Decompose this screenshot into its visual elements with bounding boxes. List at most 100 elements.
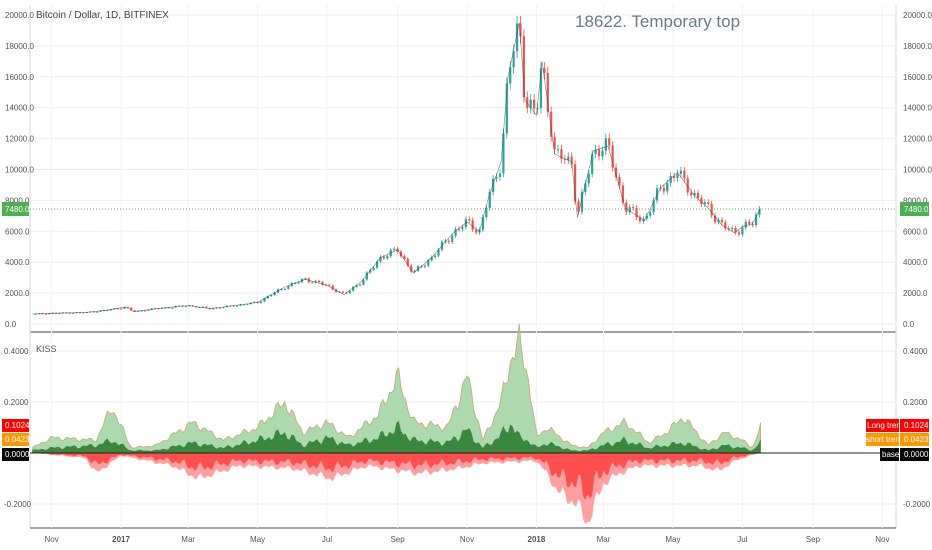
candle-body xyxy=(266,296,269,299)
candle-body xyxy=(205,306,208,308)
candle-body xyxy=(253,301,256,303)
price-line xyxy=(32,22,761,315)
candle-body xyxy=(734,228,737,233)
candle-body xyxy=(157,308,160,310)
candle-body xyxy=(167,307,170,309)
candle-body xyxy=(505,83,508,134)
right-long-trend-value: 0.1024 xyxy=(904,421,929,430)
candle-body xyxy=(471,220,474,230)
candle-body xyxy=(283,288,287,290)
candle-body xyxy=(614,167,618,178)
candle-body xyxy=(430,257,433,261)
x-tick-label: Sep xyxy=(390,535,405,544)
candle-body xyxy=(116,308,119,310)
candle-body xyxy=(82,312,85,314)
candle-body xyxy=(96,311,99,313)
candle-body xyxy=(99,310,102,312)
base-area-dark xyxy=(32,453,761,500)
candle-body xyxy=(434,255,437,258)
candle-body xyxy=(625,202,628,213)
candle-body xyxy=(707,202,710,204)
candle-body xyxy=(529,99,532,109)
x-tick-label: 2017 xyxy=(112,535,130,544)
price-tick-label-left: 10000.0 xyxy=(5,166,34,175)
price-tick-label-left: 16000.0 xyxy=(5,73,34,82)
candle-body xyxy=(492,178,495,193)
candle-body xyxy=(649,212,652,216)
candle-body xyxy=(526,97,529,109)
candle-body xyxy=(222,307,225,309)
price-tick-label-right: 8000.0 xyxy=(903,196,928,205)
kiss-tick-label-right: 0.2000 xyxy=(903,398,928,407)
candle-body xyxy=(140,310,143,312)
right-price-marker-text: 7480.0 xyxy=(904,205,929,214)
candle-body xyxy=(696,192,700,198)
candle-body xyxy=(160,308,164,310)
left-long-value-label: 0.1024 xyxy=(2,419,30,432)
candle-body xyxy=(570,156,573,165)
candle-body xyxy=(724,222,727,229)
candle-body xyxy=(669,176,672,184)
price-tick-label-right: 14000.0 xyxy=(903,104,932,113)
candle-body xyxy=(481,217,485,230)
candle-body xyxy=(48,313,51,315)
candle-body xyxy=(119,308,123,310)
right-long-trend-label: Long trend 0.1024 xyxy=(866,419,929,432)
candle-body xyxy=(737,232,741,235)
candle-body xyxy=(635,208,638,218)
candle-body xyxy=(485,207,488,218)
candle-body xyxy=(328,284,331,286)
candle-body xyxy=(563,159,566,161)
price-tick-label-right: 16000.0 xyxy=(903,73,932,82)
candle-body xyxy=(710,203,713,216)
candle-body xyxy=(676,173,679,178)
price-tick-label-left: 14000.0 xyxy=(5,104,34,113)
candle-body xyxy=(488,192,491,208)
candle-body xyxy=(618,177,621,186)
candle-body xyxy=(294,282,297,284)
candle-body xyxy=(587,173,590,184)
candle-body xyxy=(372,267,375,270)
candle-body xyxy=(130,307,133,311)
right-base-text: base xyxy=(882,450,900,459)
candle-body xyxy=(703,202,706,204)
price-tick-label-left: 20000.0 xyxy=(5,11,34,20)
long-trend-area xyxy=(31,323,761,454)
candle-body xyxy=(406,258,409,266)
price-tick-label-left: 6000.0 xyxy=(5,227,30,236)
price-tick-label-left: 4000.0 xyxy=(5,258,30,267)
candle-body xyxy=(652,200,655,213)
candle-body xyxy=(645,215,648,219)
candle-body xyxy=(461,227,464,230)
candle-body xyxy=(413,270,416,272)
price-tick-label-left: 2000.0 xyxy=(5,289,30,298)
candle-body xyxy=(533,99,536,109)
candle-body xyxy=(184,306,188,308)
annotation-text: 18622. Temporary top xyxy=(575,12,740,31)
candle-body xyxy=(751,223,754,226)
candle-body xyxy=(382,256,386,259)
left-long-value: 0.1024 xyxy=(5,421,30,430)
candle-body xyxy=(608,138,611,146)
candle-body xyxy=(546,72,549,112)
candle-body xyxy=(55,312,58,314)
candle-body xyxy=(143,310,147,312)
candle-body xyxy=(690,192,693,196)
candle-body xyxy=(731,228,734,230)
candle-body xyxy=(495,177,498,179)
indicator-label: KISS xyxy=(36,344,57,354)
candle-body xyxy=(611,145,614,168)
candle-body xyxy=(444,240,447,242)
price-tick-label-left: 0.0 xyxy=(5,320,17,329)
candle-body xyxy=(628,207,631,213)
candle-body xyxy=(386,256,389,259)
price-tick-label-right: 12000.0 xyxy=(903,135,932,144)
left-base-value: 0.0000 xyxy=(5,450,30,459)
candle-body xyxy=(519,23,522,37)
right-base-label: base 0.0000 xyxy=(880,448,929,461)
candle-body xyxy=(355,285,358,287)
kiss-tick-label-left: 0.2000 xyxy=(4,398,29,407)
price-tick-label-right: 2000.0 xyxy=(903,289,928,298)
candle-body xyxy=(454,229,457,236)
candle-body xyxy=(679,170,683,174)
